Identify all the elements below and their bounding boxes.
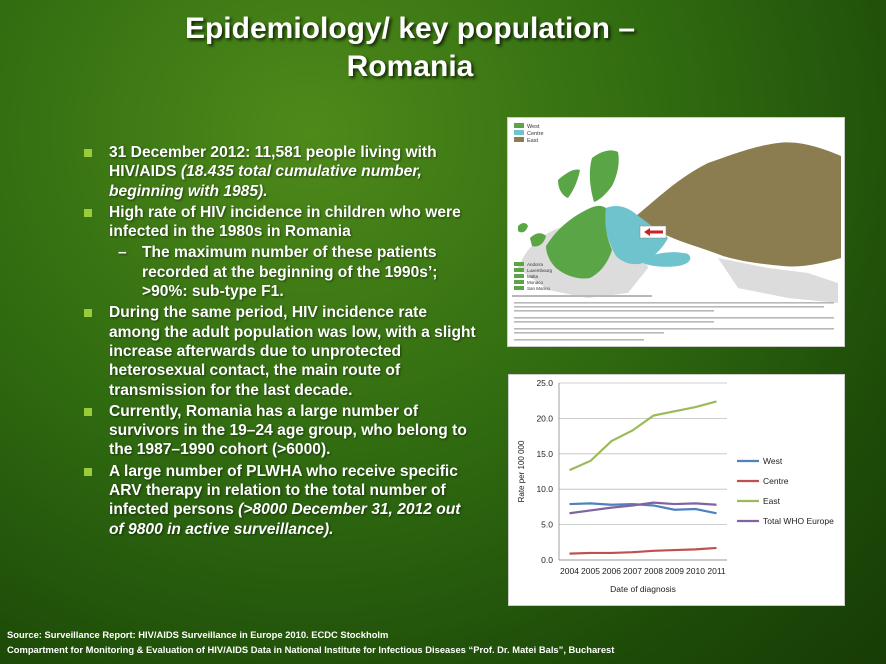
legend-small-label: Monaco: [527, 280, 544, 285]
legend-label-centre: Centre: [527, 131, 544, 137]
map-region-west: [558, 169, 580, 198]
legend-label: East: [763, 496, 781, 506]
europe-region-map: West Centre East Andorra Luxembourg Malt…: [508, 118, 844, 346]
bullet-list: 31 December 2012: 11,581 people living w…: [84, 143, 479, 541]
legend-swatch-west: [514, 123, 524, 128]
map-region-centre: [604, 206, 668, 265]
legend-small-label: Luxembourg: [527, 268, 553, 273]
y-tick-label: 15.0: [536, 449, 553, 459]
x-axis-title: Date of diagnosis: [610, 584, 676, 594]
y-tick-label: 25.0: [536, 378, 553, 388]
legend-label-east: East: [527, 138, 538, 144]
map-land-other: [718, 258, 838, 303]
legend-label: Total WHO Europe: [763, 516, 834, 526]
bullet-text: Currently, Romania has a large number of…: [109, 402, 467, 459]
title-line-2: Romania: [346, 50, 474, 83]
bullet-text: During the same period, HIV incidence ra…: [109, 304, 476, 399]
bullet-square-icon: [84, 407, 92, 416]
sub-bullet-text: The maximum number of these patients rec…: [142, 244, 438, 301]
x-tick-label: 2007: [623, 566, 642, 576]
x-tick-label: 2011: [707, 566, 726, 576]
bullet-square-icon: [84, 467, 92, 476]
chart-legend: West Centre East Total WHO Europe: [737, 456, 834, 526]
y-tick-label: 10.0: [536, 484, 553, 494]
legend-small-label: Malta: [527, 274, 539, 279]
x-tick-label: 2005: [581, 566, 600, 576]
footer-compartment: Compartment for Monitoring & Evaluation …: [7, 644, 615, 655]
bullet-square-icon: [84, 208, 92, 217]
legend-label: West: [763, 456, 783, 466]
slide-footer: Source: Surveillance Report: HIV/AIDS Su…: [7, 627, 614, 657]
romania-arrow-icon: [644, 228, 663, 236]
bullet-text: High rate of HIV incidence in children w…: [109, 203, 461, 241]
series-line: [569, 501, 717, 515]
x-tick-label: 2004: [560, 566, 579, 576]
legend-swatch-small: [514, 262, 524, 266]
footer-source: Source: Surveillance Report: HIV/AIDS Su…: [7, 629, 389, 640]
dash-icon: –: [118, 244, 127, 262]
slide-title: Epidemiology/ key population – Romania: [110, 10, 710, 86]
chart-series: [569, 400, 717, 555]
bullet-text: A large number of PLWHA who receive spec…: [109, 462, 458, 519]
bullet-item: A large number of PLWHA who receive spec…: [84, 462, 479, 539]
sub-bullet-item: – The maximum number of these patients r…: [84, 243, 479, 301]
legend-swatch-small: [514, 280, 524, 284]
bullet-text: 31 December 2012: 11,581 people living w…: [109, 144, 437, 181]
map-footnote-text: [512, 295, 834, 341]
bullet-square-icon: [84, 309, 92, 318]
map-svg: West Centre East Andorra Luxembourg Malt…: [512, 123, 841, 341]
series-line: [569, 400, 717, 472]
legend-swatch-small: [514, 286, 524, 290]
bullet-item: Currently, Romania has a large number of…: [84, 402, 479, 460]
legend-swatch-small: [514, 268, 524, 272]
legend-small-label: San Marino: [527, 286, 551, 291]
map-region-west: [589, 150, 619, 202]
x-tick-label: 2010: [686, 566, 705, 576]
legend-small-label: Andorra: [527, 262, 544, 267]
y-tick-label: 20.0: [536, 413, 553, 423]
map-region-centre: [643, 252, 691, 267]
map-region-west: [530, 233, 546, 247]
bullet-italic-text: (>8000 December 31, 2012 out of 9800 in …: [109, 501, 461, 538]
legend-swatch-small: [514, 274, 524, 278]
y-tick-label: 5.0: [541, 520, 553, 530]
map-region-west: [518, 223, 528, 233]
legend-label-west: West: [527, 124, 540, 130]
chart-grid: [559, 382, 727, 561]
x-tick-label: 2009: [665, 566, 684, 576]
bullet-item: During the same period, HIV incidence ra…: [84, 303, 479, 399]
x-tick-label: 2006: [602, 566, 621, 576]
bullet-item: 31 December 2012: 11,581 people living w…: [84, 143, 479, 201]
bullet-italic-text: (18.435 total cumulative number, beginni…: [109, 163, 422, 200]
incidence-line-chart: 0.0 5.0 10.0 15.0 20.0 25.0 2004 2005 2006 2007 20…: [509, 375, 844, 605]
legend-swatch-centre: [514, 130, 524, 135]
legend-label: Centre: [763, 476, 789, 486]
x-tick-label: 2008: [644, 566, 663, 576]
y-tick-label: 0.0: [541, 555, 553, 565]
map-region-west: [546, 205, 612, 279]
legend-swatch-east: [514, 137, 524, 142]
bullet-item: High rate of HIV incidence in children w…: [84, 203, 479, 242]
series-line: [569, 546, 717, 555]
title-line-1: Epidemiology/ key population –: [184, 12, 636, 45]
y-axis-title: Rate per 100 000: [517, 440, 526, 502]
map-region-east: [636, 142, 841, 267]
bullet-square-icon: [84, 149, 92, 157]
